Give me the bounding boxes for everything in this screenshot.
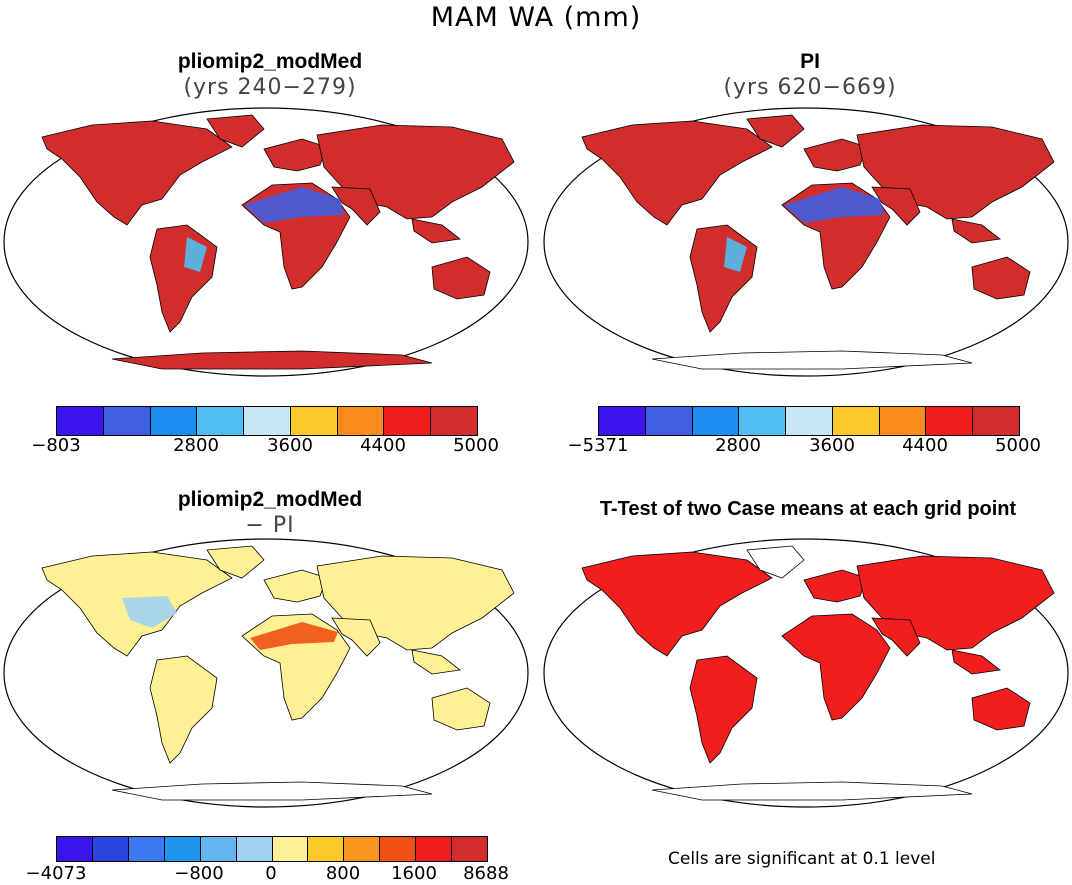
- colorbar-difference-label-800: 800: [325, 863, 361, 884]
- colorbar-pliomip2: [56, 406, 478, 436]
- region-africa-north: [784, 187, 884, 223]
- colorbar-swatch: [57, 837, 93, 861]
- colorbar-swatch: [57, 407, 104, 435]
- colorbar-pi-label-4400: 4400: [902, 435, 948, 456]
- colorbar-swatch: [692, 407, 740, 435]
- colorbar-swatch: [344, 837, 381, 861]
- continent-europe: [263, 569, 328, 603]
- colorbar-swatch: [973, 407, 1020, 435]
- panel-title-pi: PI: [800, 50, 820, 73]
- continent-europe: [803, 569, 868, 603]
- colorbar-swatch: [272, 837, 309, 861]
- panel-title-ttest: T-Test of two Case means at each grid po…: [599, 498, 1017, 520]
- colorbar-pi-label-min: −5371: [567, 435, 629, 456]
- continent-antarctica: [651, 781, 973, 801]
- colorbar-difference-label-zero: 0: [265, 863, 277, 884]
- colorbar-pliomip2-label-3600: 3600: [267, 435, 313, 456]
- colorbar-swatch: [645, 407, 693, 435]
- region-sahara: [250, 622, 338, 650]
- colorbar-pi-label-2800: 2800: [715, 435, 761, 456]
- map-pliomip2-water-availability: [3, 107, 529, 377]
- colorbar-swatch: [926, 407, 974, 435]
- colorbar-pi: [598, 406, 1020, 436]
- continent-australia: [431, 256, 491, 300]
- continent-greenland: [746, 545, 805, 579]
- continent-north-america: [41, 120, 233, 226]
- continent-antarctica: [111, 350, 433, 370]
- colorbar-difference: [56, 836, 488, 862]
- panel-subtitle-pliomip2-years: (yrs 240−279): [183, 75, 357, 100]
- colorbar-swatch: [244, 407, 291, 435]
- continent-australia: [971, 687, 1031, 731]
- colorbar-difference-label-1600: 1600: [391, 863, 437, 884]
- continent-south-america: [689, 655, 758, 764]
- continent-australia: [971, 256, 1031, 300]
- panel-subtitle-minus-pi: − PI: [245, 513, 295, 538]
- colorbar-swatch: [92, 837, 129, 861]
- continent-se-asia: [411, 649, 461, 675]
- region-africa-north: [244, 187, 344, 223]
- colorbar-swatch: [786, 407, 833, 435]
- colorbar-difference-label-min: −4073: [25, 863, 87, 884]
- colorbar-swatch: [103, 407, 151, 435]
- colorbar-swatch: [739, 407, 787, 435]
- continent-india-arabia: [331, 186, 381, 226]
- significance-note: Cells are significant at 0.1 level: [668, 849, 936, 869]
- region-sa-east: [724, 237, 747, 272]
- figure-title: MAM WA (mm): [430, 2, 642, 33]
- colorbar-swatch: [308, 837, 345, 861]
- region-na-east: [122, 596, 177, 628]
- colorbar-pliomip2-label-min: −803: [31, 435, 81, 456]
- map-difference-water-availability: [3, 538, 529, 808]
- colorbar-swatch: [150, 407, 198, 435]
- colorbar-pi-label-max: 5000: [995, 435, 1041, 456]
- colorbar-swatch: [599, 407, 646, 435]
- continent-india-arabia: [871, 617, 921, 657]
- colorbar-swatch: [128, 837, 165, 861]
- colorbar-swatch: [384, 407, 432, 435]
- continent-india-arabia: [871, 186, 921, 226]
- colorbar-swatch: [236, 837, 273, 861]
- colorbar-swatch: [380, 837, 417, 861]
- continent-se-asia: [951, 218, 1001, 244]
- colorbar-pliomip2-label-max: 5000: [453, 435, 499, 456]
- continent-antarctica: [651, 350, 973, 370]
- continent-antarctica: [111, 781, 433, 801]
- colorbar-difference-label-max: 8688: [463, 863, 509, 884]
- continent-north-america: [581, 551, 773, 657]
- colorbar-swatch: [452, 837, 488, 861]
- colorbar-swatch: [431, 407, 478, 435]
- colorbar-swatch: [416, 837, 453, 861]
- continent-europe: [803, 138, 868, 172]
- colorbar-pliomip2-label-4400: 4400: [360, 435, 406, 456]
- region-sa-east: [184, 237, 207, 272]
- colorbar-swatch: [337, 407, 385, 435]
- continent-europe: [263, 138, 328, 172]
- continent-se-asia: [951, 649, 1001, 675]
- panel-title-pliomip2: pliomip2_modMed: [177, 50, 363, 73]
- map-ttest-significance: [543, 538, 1069, 808]
- colorbar-pi-label-3600: 3600: [809, 435, 855, 456]
- colorbar-swatch: [197, 407, 245, 435]
- colorbar-swatch: [832, 407, 880, 435]
- continent-australia: [431, 687, 491, 731]
- colorbar-swatch: [879, 407, 927, 435]
- colorbar-swatch: [164, 837, 201, 861]
- colorbar-pliomip2-label-2800: 2800: [173, 435, 219, 456]
- continent-north-america: [581, 120, 773, 226]
- continent-greenland: [206, 114, 265, 148]
- colorbar-swatch: [290, 407, 338, 435]
- colorbar-difference-label-neg800: −800: [174, 863, 224, 884]
- colorbar-swatch: [200, 837, 237, 861]
- continent-se-asia: [411, 218, 461, 244]
- continent-greenland: [746, 114, 805, 148]
- map-pi-water-availability: [543, 107, 1069, 377]
- panel-subtitle-pi-years: (yrs 620−669): [723, 75, 897, 100]
- continent-africa: [781, 613, 891, 721]
- continent-south-america: [149, 655, 218, 764]
- continent-greenland: [206, 545, 265, 579]
- panel-title-difference: pliomip2_modMed: [177, 488, 363, 511]
- continent-india-arabia: [331, 617, 381, 657]
